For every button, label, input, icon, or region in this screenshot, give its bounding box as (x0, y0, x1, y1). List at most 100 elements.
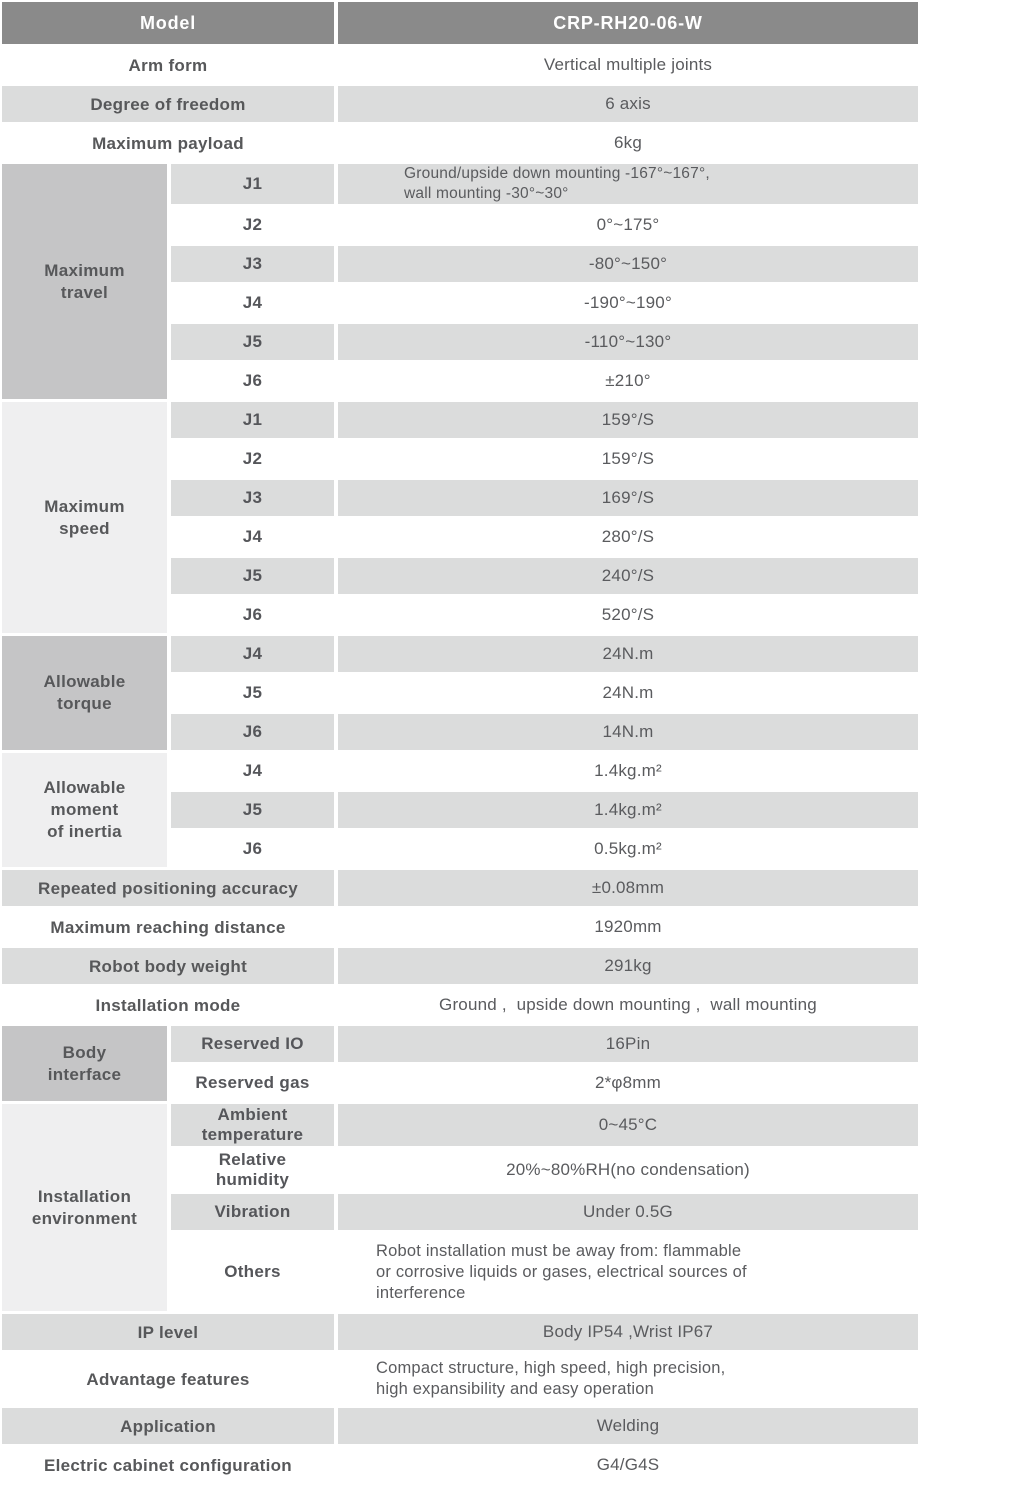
row-label: Installation mode (2, 987, 334, 1023)
joint-value: -80°~150° (338, 246, 918, 282)
row-body-weight: Robot body weight 291kg (2, 948, 918, 984)
row-value: 2*φ8mm (338, 1065, 918, 1101)
joint-label: J5 (171, 558, 334, 594)
row-electric-cabinet: Electric cabinet configuration G4/G4S (2, 1447, 918, 1483)
joint-label: J3 (171, 246, 334, 282)
robot-spec-table: Model CRP-RH20-06-W Arm form Vertical mu… (2, 2, 918, 1483)
joint-label: J3 (171, 480, 334, 516)
model-value: CRP-RH20-06-W (338, 2, 918, 44)
joint-row-j2: J2 159°/S (171, 441, 918, 477)
joint-label: J4 (171, 753, 334, 789)
group-label-body-interface: Body interface (2, 1026, 167, 1101)
row-value: 0~45°C (338, 1104, 918, 1146)
group-label-moment-of-inertia: Allowable moment of inertia (2, 753, 167, 867)
section-allowable-torque: Allowable torque J4 24N.m J5 24N.m J6 14… (2, 636, 918, 750)
row-value: Vertical multiple joints (338, 47, 918, 83)
joint-row-j6: J6 ±210° (171, 363, 918, 399)
joint-row-j6: J6 14N.m (171, 714, 918, 750)
joint-label: J2 (171, 441, 334, 477)
model-row: Model CRP-RH20-06-W (2, 2, 918, 44)
joint-label: J1 (171, 164, 334, 204)
model-label: Model (2, 2, 334, 44)
joint-value: 24N.m (338, 636, 918, 672)
row-value: ±0.08mm (338, 870, 918, 906)
joint-value: 24N.m (338, 675, 918, 711)
row-maximum-payload: Maximum payload 6kg (2, 125, 918, 161)
row-relative-humidity: Relative humidity 20%~80%RH(no condensat… (171, 1149, 918, 1191)
joint-label: J2 (171, 207, 334, 243)
joint-value: 169°/S (338, 480, 918, 516)
row-installation-mode: Installation mode Ground , upside down m… (2, 987, 918, 1023)
row-ambient-temperature: Ambient temperature 0~45°C (171, 1104, 918, 1146)
row-positioning-accuracy: Repeated positioning accuracy ±0.08mm (2, 870, 918, 906)
row-value: Robot installation must be away from: fl… (338, 1233, 918, 1311)
group-rows-moment-of-inertia: J4 1.4kg.m² J5 1.4kg.m² J6 0.5kg.m² (171, 753, 918, 867)
row-vibration: Vibration Under 0.5G (171, 1194, 918, 1230)
joint-value: 280°/S (338, 519, 918, 555)
section-maximum-speed: Maximum speed J1 159°/S J2 159°/S J3 169… (2, 402, 918, 633)
row-label: Repeated positioning accuracy (2, 870, 334, 906)
joint-row-j3: J3 -80°~150° (171, 246, 918, 282)
row-label: Degree of freedom (2, 86, 334, 122)
joint-label: J4 (171, 636, 334, 672)
joint-row-j6: J6 0.5kg.m² (171, 831, 918, 867)
joint-value: 240°/S (338, 558, 918, 594)
row-label: Relative humidity (171, 1149, 334, 1191)
row-label: Application (2, 1408, 334, 1444)
row-others: Others Robot installation must be away f… (171, 1233, 918, 1311)
joint-row-j5: J5 240°/S (171, 558, 918, 594)
joint-row-j4: J4 280°/S (171, 519, 918, 555)
row-ip-level: IP level Body IP54 ,Wrist IP67 (2, 1314, 918, 1350)
joint-label: J6 (171, 363, 334, 399)
joint-label: J5 (171, 792, 334, 828)
row-value: Compact structure, high speed, high prec… (338, 1353, 918, 1405)
row-value: Under 0.5G (338, 1194, 918, 1230)
joint-row-j4: J4 24N.m (171, 636, 918, 672)
group-label-installation-environment: Installation environment (2, 1104, 167, 1311)
row-value: Welding (338, 1408, 918, 1444)
joint-label: J5 (171, 324, 334, 360)
row-label: Vibration (171, 1194, 334, 1230)
joint-value: 1.4kg.m² (338, 753, 918, 789)
row-label: Advantage features (2, 1353, 334, 1405)
row-advantage-features: Advantage features Compact structure, hi… (2, 1353, 918, 1405)
row-label: Maximum reaching distance (2, 909, 334, 945)
joint-row-j5: J5 1.4kg.m² (171, 792, 918, 828)
row-label: Maximum payload (2, 125, 334, 161)
joint-label: J6 (171, 714, 334, 750)
row-reaching-distance: Maximum reaching distance 1920mm (2, 909, 918, 945)
group-rows-installation-environment: Ambient temperature 0~45°C Relative humi… (171, 1104, 918, 1311)
joint-value: -190°~190° (338, 285, 918, 321)
joint-value: -110°~130° (338, 324, 918, 360)
joint-label: J6 (171, 831, 334, 867)
row-label: IP level (2, 1314, 334, 1350)
joint-row-j4: J4 1.4kg.m² (171, 753, 918, 789)
row-reserved-gas: Reserved gas 2*φ8mm (171, 1065, 918, 1101)
row-arm-form: Arm form Vertical multiple joints (2, 47, 918, 83)
joint-row-j1: J1 Ground/upside down mounting -167°~167… (171, 164, 918, 204)
joint-label: J5 (171, 675, 334, 711)
joint-value: 0°~175° (338, 207, 918, 243)
joint-row-j4: J4 -190°~190° (171, 285, 918, 321)
joint-row-j2: J2 0°~175° (171, 207, 918, 243)
joint-row-j5: J5 24N.m (171, 675, 918, 711)
joint-value: Ground/upside down mounting -167°~167°, … (338, 164, 918, 204)
row-label: Others (171, 1233, 334, 1311)
row-value: 6kg (338, 125, 918, 161)
section-maximum-travel: Maximum travel J1 Ground/upside down mou… (2, 164, 918, 399)
row-label: Electric cabinet configuration (2, 1447, 334, 1483)
group-rows-maximum-travel: J1 Ground/upside down mounting -167°~167… (171, 164, 918, 399)
joint-value: 0.5kg.m² (338, 831, 918, 867)
row-value: Body IP54 ,Wrist IP67 (338, 1314, 918, 1350)
joint-value: 159°/S (338, 441, 918, 477)
row-value: G4/G4S (338, 1447, 918, 1483)
group-label-allowable-torque: Allowable torque (2, 636, 167, 750)
joint-label: J1 (171, 402, 334, 438)
group-label-maximum-speed: Maximum speed (2, 402, 167, 633)
row-value: 20%~80%RH(no condensation) (338, 1149, 918, 1191)
row-label: Reserved IO (171, 1026, 334, 1062)
joint-value: 520°/S (338, 597, 918, 633)
row-degree-of-freedom: Degree of freedom 6 axis (2, 86, 918, 122)
joint-row-j5: J5 -110°~130° (171, 324, 918, 360)
row-application: Application Welding (2, 1408, 918, 1444)
